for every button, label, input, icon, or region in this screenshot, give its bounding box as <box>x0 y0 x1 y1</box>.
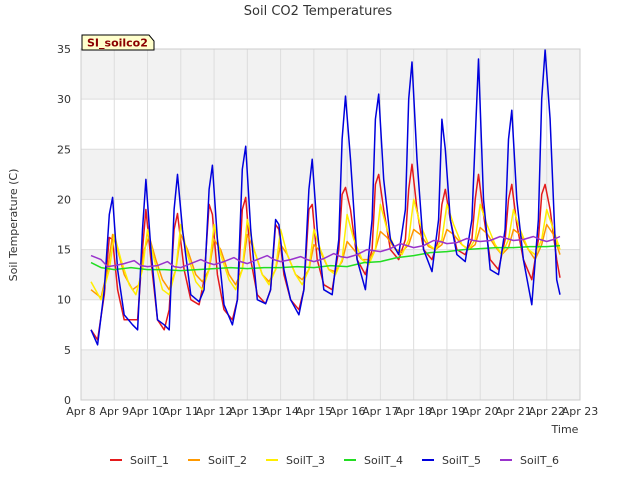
plot-band <box>81 49 580 100</box>
legend-label: SoilT_6 <box>520 454 559 467</box>
legend-label: SoilT_2 <box>208 454 247 467</box>
x-tick-label: Apr 23 <box>562 405 599 418</box>
plot-band <box>81 99 580 150</box>
y-tick-label: 5 <box>64 344 71 357</box>
plot-border <box>80 48 581 401</box>
x-tick-label: Apr 9 <box>100 405 130 418</box>
series-line-soilt_6 <box>90 235 561 269</box>
y-tick-label: 25 <box>57 143 71 156</box>
x-tick-label: Apr 20 <box>462 405 499 418</box>
x-tick-label: Apr 22 <box>528 405 565 418</box>
x-tick-label: Apr 13 <box>229 405 266 418</box>
y-tick-label: 0 <box>64 394 71 407</box>
y-tick-label: 10 <box>57 294 71 307</box>
legend-label: SoilT_1 <box>130 454 169 467</box>
x-tick-label: Apr 14 <box>262 405 299 418</box>
y-tick-label: 30 <box>57 93 71 106</box>
series-line-soilt_3 <box>90 198 561 301</box>
chart-title: Soil CO2 Temperatures <box>244 4 393 19</box>
legend-label: SoilT_4 <box>364 454 403 467</box>
x-tick-label: Apr 21 <box>495 405 532 418</box>
legend: SoilT_1 SoilT_2 SoilT_3 SoilT_4 SoilT_5 SoilT… <box>110 454 559 467</box>
x-tick-label: Apr 17 <box>362 405 399 418</box>
x-tick-label: Apr 12 <box>196 405 233 418</box>
y-tick-label: 15 <box>57 244 71 257</box>
y-tick-label: 20 <box>57 193 71 206</box>
x-tick-label: Apr 15 <box>296 405 333 418</box>
x-tick-label: Apr 18 <box>395 405 432 418</box>
legend-label: SoilT_3 <box>286 454 325 467</box>
y-axis: 0 5 10 15 20 25 30 35 <box>57 43 71 407</box>
series-lines <box>90 49 561 346</box>
plot-band <box>81 199 580 250</box>
x-tick-label: Apr 10 <box>129 405 166 418</box>
badge-box <box>81 34 155 51</box>
y-tick-label: 35 <box>57 43 71 56</box>
badge: SI_soilco2 <box>81 34 155 51</box>
plot-band <box>81 349 580 400</box>
series-line-soilt_4 <box>90 244 561 272</box>
x-tick-label: Apr 11 <box>163 405 200 418</box>
series-line-soilt_5 <box>90 49 561 346</box>
y-axis-label: Soil Temperature (C) <box>7 169 20 282</box>
x-tick-label: Apr 8 <box>66 405 96 418</box>
plot-background <box>81 49 580 400</box>
legend-label: SoilT_5 <box>442 454 481 467</box>
x-tick-label: Apr 16 <box>329 405 366 418</box>
x-axis-label: Time <box>551 423 579 436</box>
plot-band <box>81 149 580 200</box>
x-tick-label: Apr 19 <box>429 405 466 418</box>
badge-label: SI_soilco2 <box>87 37 148 50</box>
